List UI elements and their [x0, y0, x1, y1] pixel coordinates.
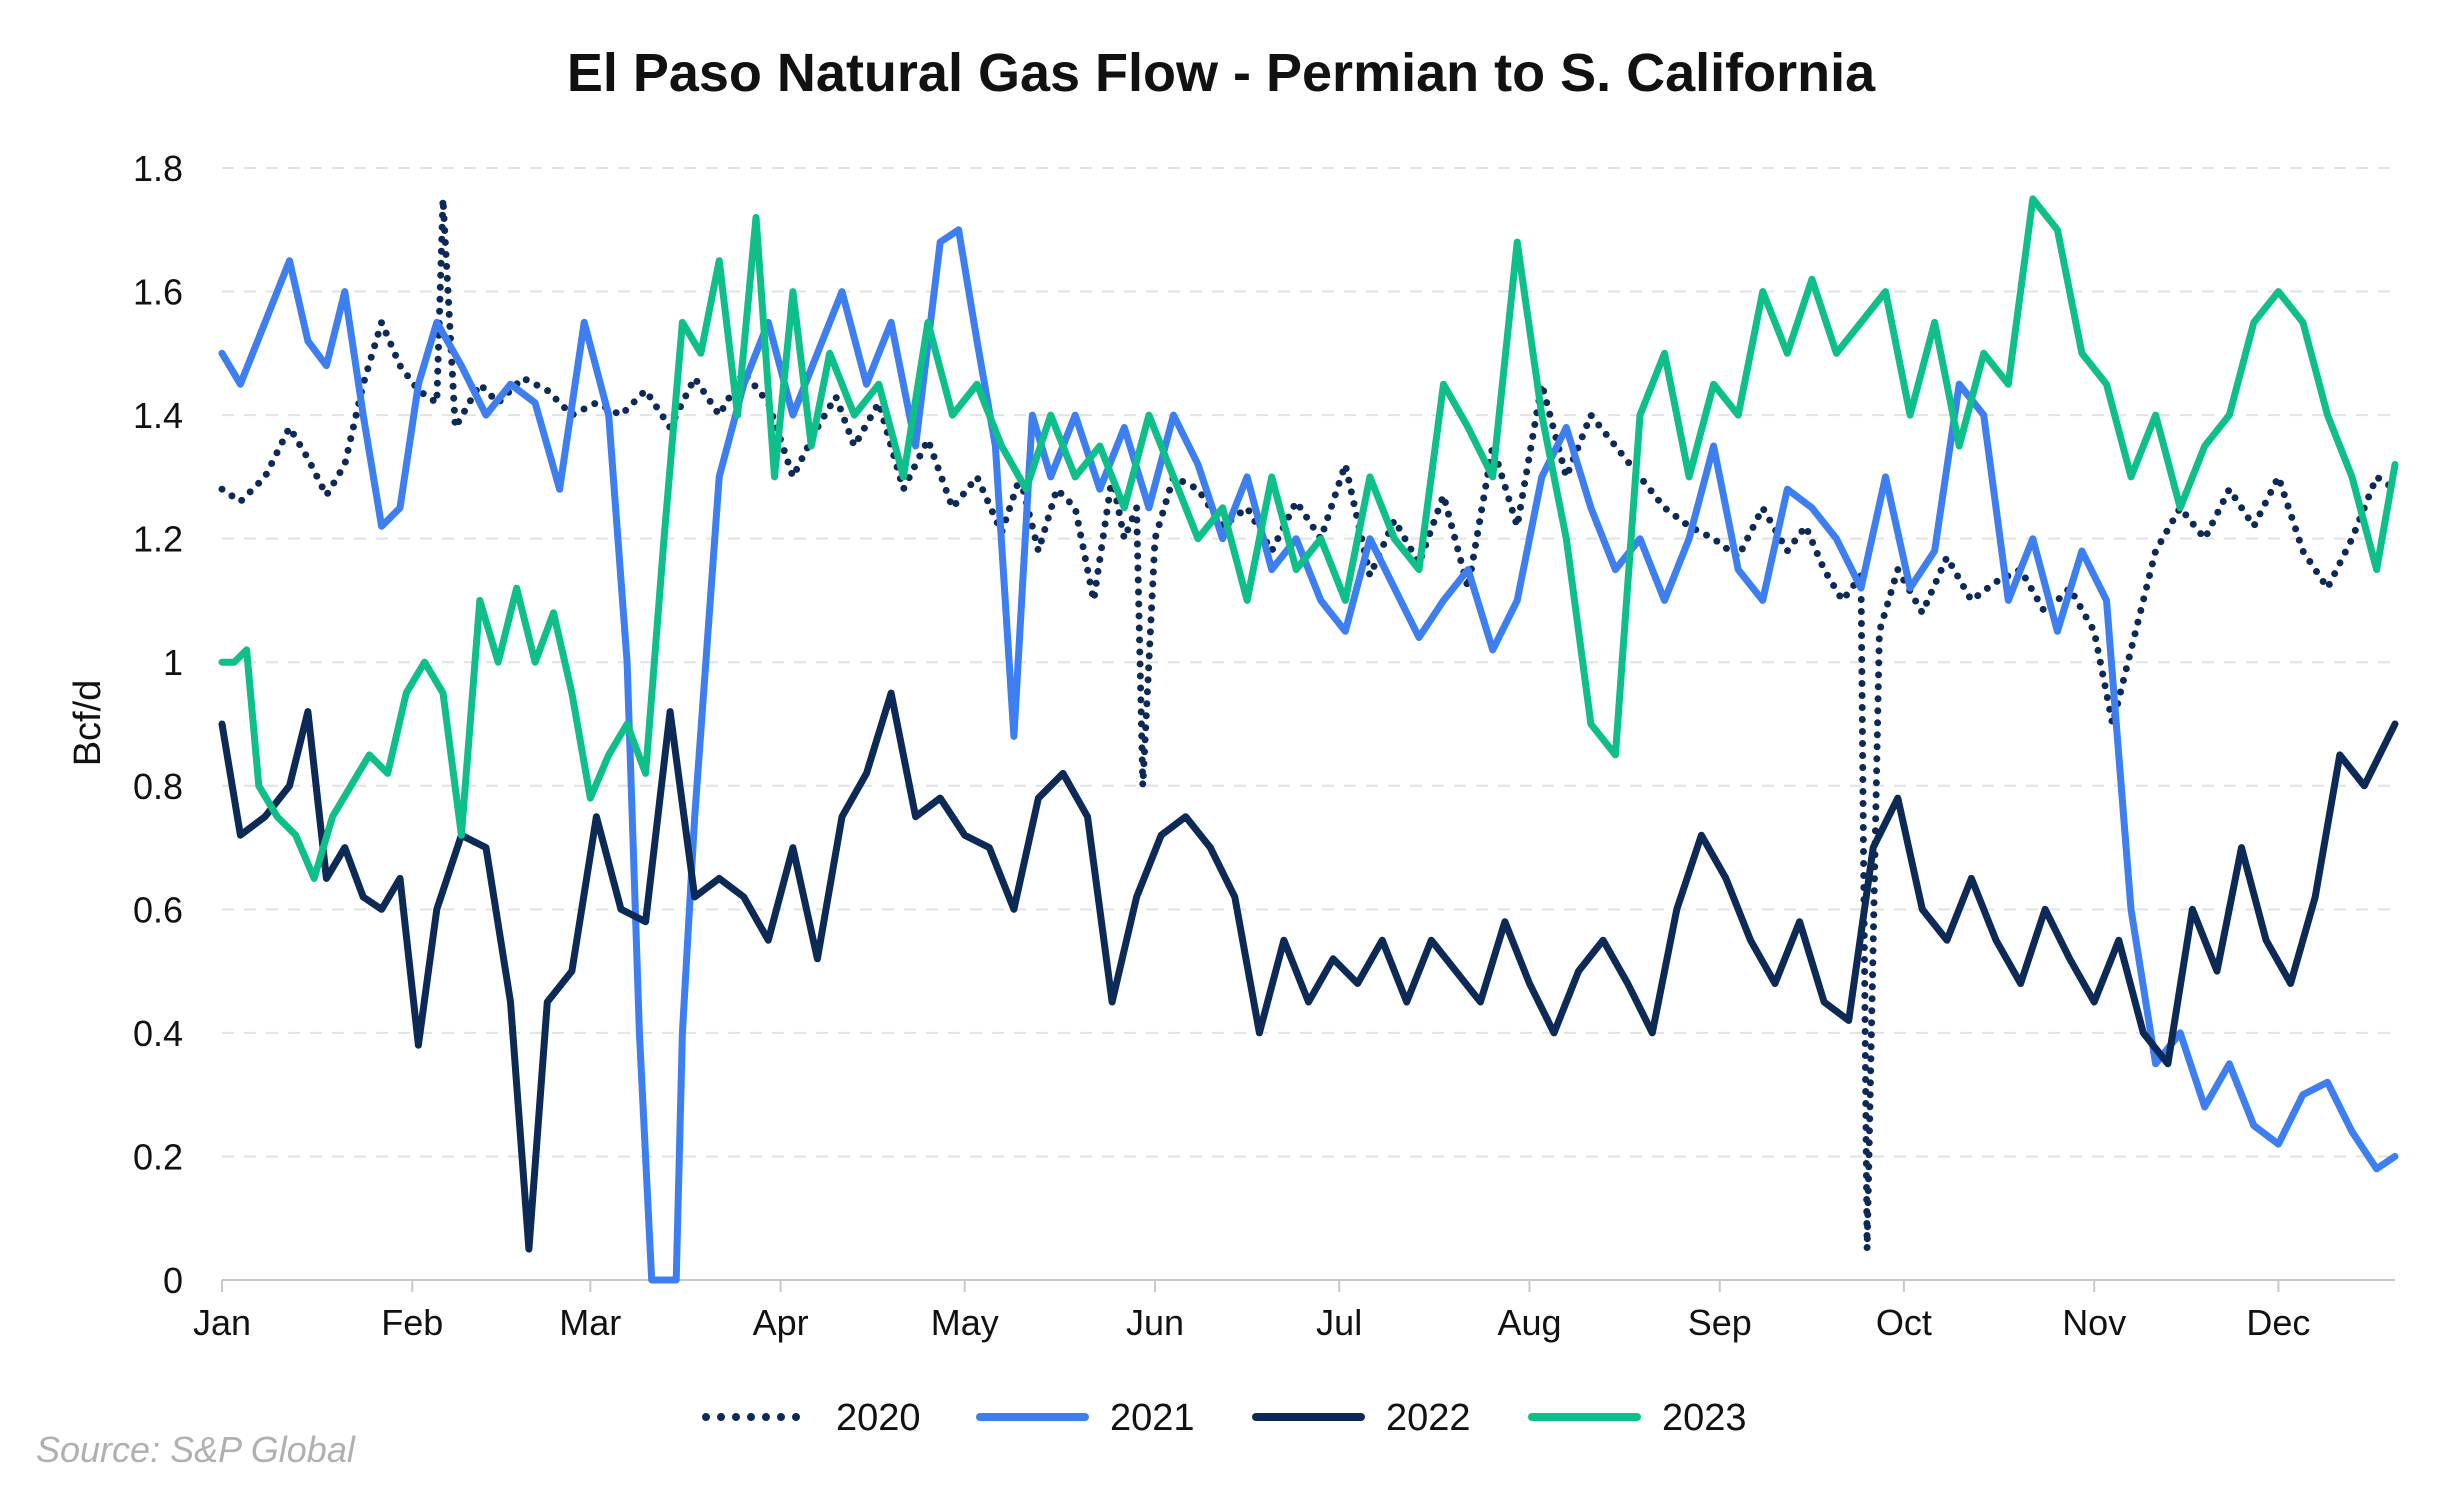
y-tick-label: 1.8 [133, 148, 183, 189]
legend-label: 2022 [1386, 1397, 1471, 1439]
y-tick-label: 0.6 [133, 889, 183, 930]
x-tick-label: May [931, 1302, 999, 1343]
x-tick-label: Oct [1876, 1302, 1932, 1343]
series-2023-line [218, 195, 2399, 882]
series-2021-line [218, 226, 2399, 1284]
legend-label: 2021 [1110, 1397, 1195, 1439]
legend: 2020 2021 2022 2023 [702, 1397, 1747, 1439]
x-tick-label: Sep [1688, 1302, 1752, 1343]
x-tick-label: Jul [1316, 1302, 1362, 1343]
legend-label: 2023 [1662, 1397, 1747, 1439]
y-axis-label: Bcf/d [67, 680, 109, 767]
y-tick-label: 0.2 [133, 1136, 183, 1177]
y-tick-label: 1.2 [133, 519, 183, 560]
legend-label: 2020 [836, 1397, 921, 1439]
x-tick-label: Apr [753, 1302, 809, 1343]
source-note: Source: S&P Global [36, 1429, 356, 1470]
x-axis-ticks: Jan Feb Mar Apr May Jun Jul Aug Sep Oct Nov Dec [193, 1280, 2310, 1343]
y-tick-label: 0 [163, 1260, 183, 1301]
y-tick-label: 1.6 [133, 272, 183, 313]
series-2020-line [218, 195, 2399, 1253]
x-tick-label: Dec [2246, 1302, 2310, 1343]
x-tick-label: Feb [381, 1302, 443, 1343]
series-2022-line [218, 689, 2399, 1253]
x-tick-label: Aug [1497, 1302, 1561, 1343]
gridlines [222, 167, 2395, 1281]
y-tick-label: 1 [163, 642, 183, 683]
x-tick-label: Jun [1126, 1302, 1184, 1343]
chart-title: El Paso Natural Gas Flow - Permian to S.… [567, 43, 1876, 103]
y-tick-label: 0.4 [133, 1013, 183, 1054]
y-tick-label: 0.8 [133, 766, 183, 807]
x-tick-label: Mar [559, 1302, 621, 1343]
y-tick-label: 1.4 [133, 395, 183, 436]
x-tick-label: Nov [2062, 1302, 2126, 1343]
y-axis-ticks: 0 0.2 0.4 0.6 0.8 1 1.2 1.4 1.6 1.8 [133, 148, 183, 1301]
x-tick-label: Jan [193, 1302, 251, 1343]
series-lines [218, 195, 2399, 1284]
